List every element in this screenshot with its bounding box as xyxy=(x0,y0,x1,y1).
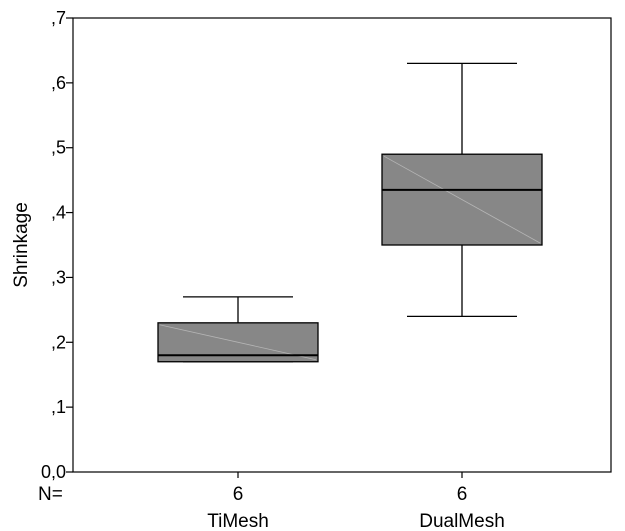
y-tick-label-7: ,7 xyxy=(51,8,66,28)
n-label: N= xyxy=(38,484,63,505)
box-shading-line xyxy=(383,155,541,244)
y-tick-label-1: ,1 xyxy=(51,397,66,417)
y-tick-label-5: ,5 xyxy=(51,138,66,158)
x-axis: 6 TiMesh 6 DualMesh xyxy=(207,472,505,531)
n-count-0: 6 xyxy=(233,484,244,505)
box-timesh xyxy=(157,296,319,363)
y-tick-label-3: ,3 xyxy=(51,267,66,287)
y-tick-label-6: ,6 xyxy=(51,73,66,93)
n-count-1: 6 xyxy=(457,484,468,505)
y-tick-label-0: 0,0 xyxy=(41,462,66,482)
y-tick-label-4: ,4 xyxy=(51,203,66,223)
category-label-0: TiMesh xyxy=(207,511,269,531)
box-series xyxy=(157,62,543,363)
y-axis: 0,0 ,1 ,2 ,3 ,4 ,5 ,6 ,7 xyxy=(41,8,73,482)
box-dualmesh xyxy=(381,62,543,317)
y-axis-title: Shrinkage xyxy=(11,202,32,288)
y-tick-label-2: ,2 xyxy=(51,332,66,352)
box-shading-line xyxy=(159,324,317,361)
category-label-1: DualMesh xyxy=(419,511,505,531)
